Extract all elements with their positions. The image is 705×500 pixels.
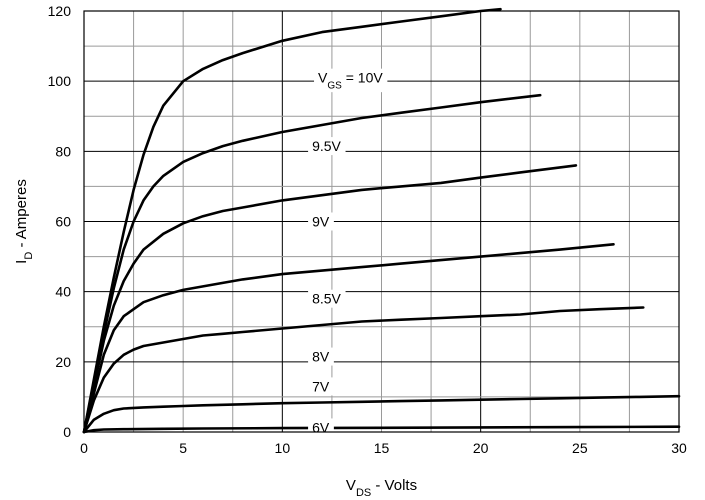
curve-label: 8V <box>308 347 334 366</box>
plot-frame <box>83 10 680 433</box>
y-axis-title: ID - Amperes <box>13 179 35 264</box>
y-tick-label: 40 <box>55 284 71 300</box>
series-line <box>82 394 681 434</box>
series-label: 9.5V <box>312 138 341 154</box>
curve-label: 9V <box>308 212 334 231</box>
series-label: 8V <box>312 349 330 365</box>
y-tick-label: 80 <box>55 143 71 159</box>
x-axis-title: VDS - Volts <box>346 477 417 499</box>
y-tick-label: 20 <box>55 354 71 370</box>
series-line <box>82 164 578 434</box>
series-label: 7V <box>312 378 330 394</box>
y-axis-title-main: I <box>13 260 30 264</box>
curve-label: 8.5V <box>308 289 346 308</box>
x-tick-label: 10 <box>275 440 291 456</box>
series-line <box>82 7 502 434</box>
y-axis-title-sub: D <box>23 252 35 260</box>
curves <box>82 7 681 434</box>
curve-label: 6V <box>308 418 334 437</box>
x-axis-title-rest: - Volts <box>371 477 417 494</box>
series-label: 9V <box>312 214 330 230</box>
x-tick-label: 15 <box>374 440 390 456</box>
series-line <box>82 93 542 434</box>
series-label: 6V <box>312 419 330 435</box>
y-axis-title-rest: - Amperes <box>13 179 30 252</box>
series-line <box>82 243 615 434</box>
curve-label-background <box>314 68 388 93</box>
series-line <box>82 425 681 434</box>
y-tick-label: 100 <box>48 73 72 89</box>
x-tick-label: 30 <box>671 440 687 456</box>
x-tick-label: 25 <box>572 440 588 456</box>
curve-label-background <box>308 377 334 396</box>
y-tick-label: 0 <box>63 424 71 440</box>
tick-labels: 0 5 10 15 20 25 30 0 20 40 60 80 100 120 <box>48 3 687 456</box>
curve-label-background <box>308 137 346 156</box>
series-label: VGS = 10V <box>318 70 383 92</box>
curve-label-background <box>308 347 334 366</box>
x-axis-title-main: V <box>346 477 356 494</box>
curve-label: 9.5V <box>308 137 346 156</box>
curve-labels: VGS = 10V 9.5V 9V 8.5V 8V 7V 6V <box>308 68 388 437</box>
curve-label-background <box>308 289 346 308</box>
x-tick-label: 20 <box>473 440 489 456</box>
x-tick-label: 0 <box>80 440 88 456</box>
x-tick-label: 5 <box>179 440 187 456</box>
series-line <box>82 306 645 434</box>
series-label: 8.5V <box>312 291 341 307</box>
y-tick-label: 60 <box>55 214 71 230</box>
x-axis-title-sub: DS <box>356 487 371 499</box>
y-tick-label: 120 <box>48 3 72 19</box>
curve-label-background <box>308 212 334 231</box>
curve-label: VGS = 10V <box>314 68 388 93</box>
curve-label: 7V <box>308 377 334 396</box>
